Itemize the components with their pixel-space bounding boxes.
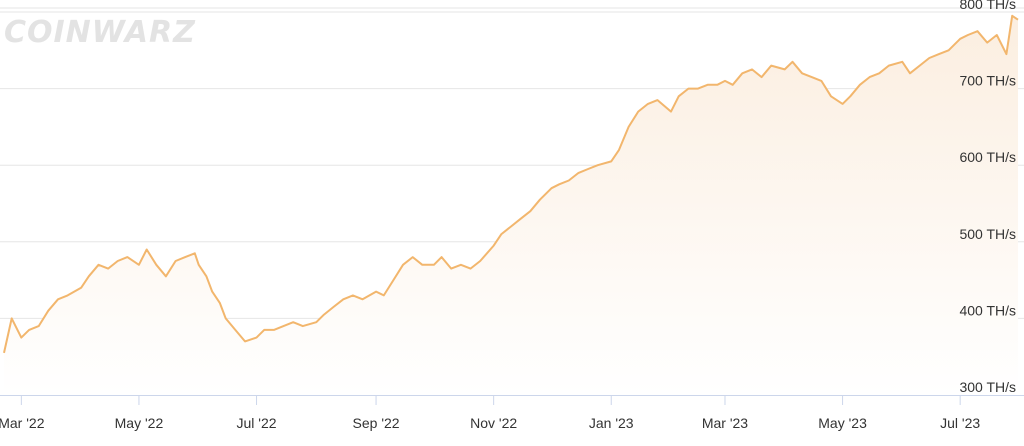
x-tick-label: Mar '22 xyxy=(0,415,45,431)
x-axis: Mar '22 May '22 Jul '22 Sep '22 Nov '22 Jan '… xyxy=(0,395,1024,431)
x-tick-label: May '22 xyxy=(115,415,164,431)
x-tick-label: Jul '22 xyxy=(237,415,277,431)
x-tick-label: Jul '23 xyxy=(940,415,980,431)
series-area-fill xyxy=(4,15,1018,396)
y-tick-label: 500 TH/s xyxy=(959,226,1016,242)
y-tick-label: 800 TH/s xyxy=(959,0,1016,12)
y-axis: 300 TH/s 400 TH/s 500 TH/s 600 TH/s 700 TH/s… xyxy=(959,0,1016,395)
x-tick-label: Nov '22 xyxy=(470,415,517,431)
y-tick-label: 400 TH/s xyxy=(959,302,1016,318)
coinwarz-watermark: COINWARZ xyxy=(4,15,196,50)
x-tick-label: May '23 xyxy=(818,415,867,431)
x-tick-label: Sep '22 xyxy=(353,415,400,431)
y-tick-label: 700 TH/s xyxy=(959,73,1016,89)
y-tick-label: 300 TH/s xyxy=(959,379,1016,395)
x-tick-label: Mar '23 xyxy=(702,415,748,431)
series-line xyxy=(3,14,1019,354)
x-tick-label: Jan '23 xyxy=(589,415,634,431)
plot-area xyxy=(3,14,1019,396)
y-tick-label: 600 TH/s xyxy=(959,149,1016,165)
